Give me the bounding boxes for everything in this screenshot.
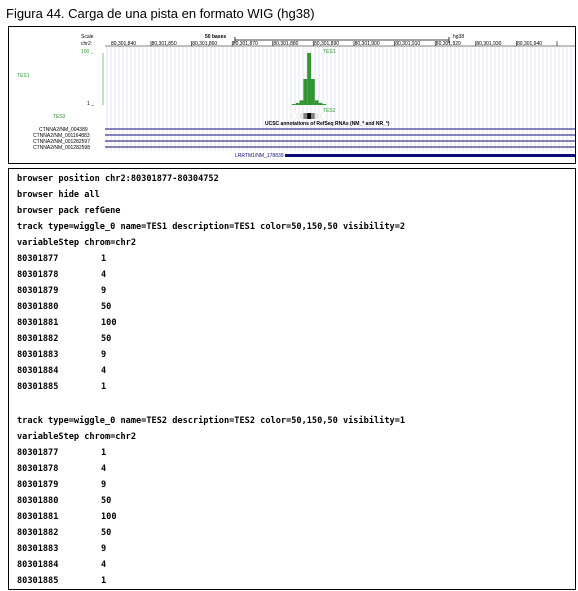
wig-value: 9: [101, 286, 107, 296]
wig-position: 80301880: [17, 302, 59, 312]
refseq-track-title: UCSC annotations of RefSeq RNAs (NM_* an…: [265, 121, 390, 127]
tes2-density-bar: [307, 113, 311, 119]
wig-file-listing: browser position chr2:80301877-80304752 …: [8, 168, 576, 590]
wig-value: 9: [101, 350, 107, 360]
wig-position: 80301884: [17, 366, 59, 376]
ruler-coordinate-label: 80,301,840: [111, 41, 137, 47]
tes1-min-label: 1 _: [87, 101, 94, 107]
wig-value: 1: [101, 254, 107, 264]
tes1-wiggle-bar: [311, 79, 315, 105]
tes1-wiggle-bar: [303, 79, 308, 105]
wig-position: 80301880: [17, 496, 59, 506]
tes2-density-bar: [318, 113, 323, 119]
wig-position: 80301882: [17, 528, 59, 538]
tes2-track-title: TES2: [323, 108, 336, 114]
wig-position: 80301885: [17, 576, 59, 586]
tes2-density-bar: [303, 113, 308, 119]
wig-value: 4: [101, 270, 107, 280]
wig-value: 9: [101, 544, 107, 554]
chrom-label: chr2:: [81, 41, 93, 47]
gene-label-2: CTNNA2/NM_001164883: [33, 133, 90, 139]
tes1-wiggle-bar: [299, 100, 304, 105]
tes2-density-bar: [322, 113, 327, 119]
wig-value: 1: [101, 382, 107, 392]
gene-label-1: CTNNA2/NM_004389: [39, 127, 88, 133]
ruler-coordinate-label: 80,301,920: [435, 41, 461, 47]
ruler-coordinate-label: 80,301,890: [314, 41, 340, 47]
gene-label-3: CTNNA2/NM_001282597: [33, 139, 90, 145]
tes1-track-label: TES1: [17, 73, 30, 79]
wig-value: 50: [101, 302, 112, 312]
wig-position: 80301882: [17, 334, 59, 344]
wig-value: 100: [101, 318, 117, 328]
ruler-coordinate-label: 80,301,910: [395, 41, 421, 47]
genome-browser-image: Scale chr2: 50 bases hg38 80,301,840 80,3…: [8, 26, 576, 164]
wig-position: 80301879: [17, 480, 59, 490]
tes2-density-bar: [299, 113, 304, 119]
tes1-wiggle-bar: [318, 102, 323, 105]
tes2-density-bar: [311, 113, 315, 119]
tes2-track-label: TES2: [53, 114, 66, 120]
tes1-wiggle-bar: [295, 102, 300, 105]
tes2-density-bar: [292, 113, 296, 119]
wig-value: 50: [101, 496, 112, 506]
wig-value: 1: [101, 576, 107, 586]
ruler-coordinate-label: 80,301,940: [517, 41, 543, 47]
code-line: browser position chr2:80301877-80304752: [17, 174, 219, 184]
tes1-track-title: TES1: [323, 49, 336, 55]
ruler-coordinate-label: 80,301,870: [232, 41, 258, 47]
tes1-max-label: 100 _: [81, 49, 94, 55]
wig-position: 80301878: [17, 464, 59, 474]
ruler-coordinate-label: 80,301,850: [151, 41, 177, 47]
wig-position: 80301877: [17, 448, 59, 458]
wig-value: 4: [101, 366, 107, 376]
genome-browser-tracks: [102, 37, 575, 157]
tes1-wiggle-bar: [322, 104, 327, 105]
wig-position: 80301881: [17, 318, 59, 328]
tes1-wiggle-bar: [292, 104, 296, 105]
tes2-density-bar: [295, 113, 300, 119]
variable-step-line: variableStep chrom=chr2: [17, 432, 136, 442]
wig-value: 50: [101, 528, 112, 538]
wig-position: 80301877: [17, 254, 59, 264]
track-definition-line: track type=wiggle_0 name=TES2 descriptio…: [17, 416, 406, 426]
wig-value: 4: [101, 560, 107, 570]
wig-value: 9: [101, 480, 107, 490]
ruler-coordinate-label: 80,301,860: [192, 41, 218, 47]
ruler-coordinate-label: 80,301,900: [354, 41, 380, 47]
lrrtm1-gene-bar: [285, 154, 575, 157]
wig-position: 80301884: [17, 560, 59, 570]
wig-position: 80301885: [17, 382, 59, 392]
assembly-label: hg38: [453, 34, 465, 40]
ruler-coordinate-label: 80,301,930: [476, 41, 502, 47]
tes1-wiggle-bar: [307, 53, 311, 105]
lrrtm1-gene-label: LRRTM1/NM_178839: [235, 153, 284, 159]
wig-position: 80301883: [17, 350, 59, 360]
code-line: browser pack refGene: [17, 206, 121, 216]
code-line: browser hide all: [17, 190, 100, 200]
wig-value: 50: [101, 334, 112, 344]
wig-value: 100: [101, 512, 117, 522]
wig-position: 80301878: [17, 270, 59, 280]
variable-step-line: variableStep chrom=chr2: [17, 238, 136, 248]
tes2-density-bar: [314, 113, 319, 119]
wig-position: 80301883: [17, 544, 59, 554]
wig-position: 80301881: [17, 512, 59, 522]
figure-caption: Figura 44. Carga de una pista en formato…: [6, 6, 315, 21]
ruler-coordinate-label: 80,301,880: [273, 41, 299, 47]
scale-value: 50 bases: [205, 34, 227, 40]
wig-position: 80301879: [17, 286, 59, 296]
wig-value: 4: [101, 464, 107, 474]
scale-label: Scale: [81, 34, 94, 40]
tes1-wiggle-bar: [314, 100, 319, 105]
wig-value: 1: [101, 448, 107, 458]
track-definition-line: track type=wiggle_0 name=TES1 descriptio…: [17, 222, 406, 232]
gene-label-4: CTNNA2/NM_001282598: [33, 145, 90, 151]
